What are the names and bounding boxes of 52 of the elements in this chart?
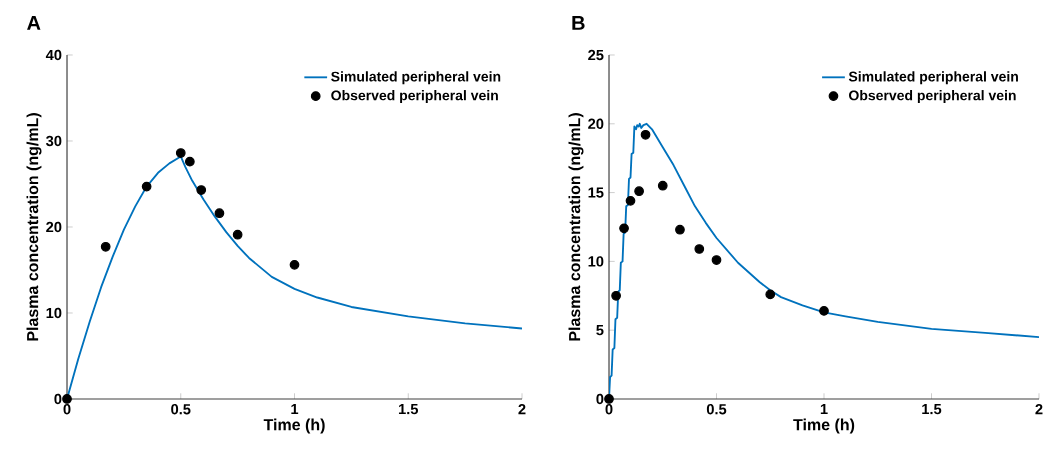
point — [711, 255, 722, 265]
y-tick-label: 30 — [45, 135, 62, 147]
point — [141, 181, 152, 192]
x-tick-label: 1.5 — [922, 404, 942, 415]
y-tick-label: 10 — [46, 307, 62, 319]
y-tick-label: 15 — [588, 187, 604, 198]
point — [625, 195, 636, 206]
point — [675, 224, 685, 235]
x-tick-label: 1.5 — [398, 404, 419, 415]
x-tick-label: 0.5 — [171, 404, 191, 415]
y-tick-label: 0 — [54, 393, 62, 405]
x-tick-label: 1 — [820, 404, 828, 415]
y-tick-label: 5 — [596, 325, 604, 336]
chart-title: A — [27, 16, 41, 30]
point — [604, 394, 614, 404]
x-axis-title: Time (h) — [263, 418, 325, 434]
point — [657, 180, 668, 191]
point — [232, 229, 243, 240]
x-tick-label: 1 — [291, 404, 299, 415]
point — [694, 244, 705, 254]
point — [765, 289, 776, 300]
x-tick-label: 0 — [63, 404, 71, 415]
chart-title: B — [572, 16, 585, 30]
point — [175, 148, 186, 158]
x-tick-label: 0.5 — [706, 404, 727, 415]
x-axis-title: Time (h) — [793, 418, 855, 434]
point — [100, 241, 111, 252]
x-tick-label: 0 — [605, 404, 613, 415]
y-tick-label: 40 — [45, 49, 62, 61]
point — [289, 259, 300, 270]
x-tick-label: 2 — [1035, 404, 1043, 415]
point — [819, 306, 829, 316]
point — [640, 129, 651, 140]
point — [611, 290, 621, 301]
y-tick-label: 10 — [588, 256, 604, 267]
x-tick-label: 2 — [518, 404, 526, 415]
y-tick-label: 20 — [46, 221, 62, 233]
point — [214, 208, 225, 219]
legend-label: Observed peripheral vein — [331, 90, 498, 104]
point — [619, 223, 629, 234]
point — [634, 186, 644, 197]
point — [62, 394, 72, 404]
y-axis-title: Plasma concentration (ng/mL) — [568, 113, 584, 341]
legend-label: Simulated peripheral vein — [848, 71, 1018, 85]
legend-label: Observed peripheral vein — [849, 90, 1016, 104]
y-tick-label: 25 — [588, 49, 604, 61]
legend-label: Simulated peripheral vein — [331, 71, 501, 85]
point — [184, 156, 195, 167]
point — [196, 185, 207, 195]
y-axis-title: Plasma concentration (ng/mL) — [26, 113, 42, 341]
y-tick-label: 0 — [596, 393, 604, 405]
y-tick-label: 20 — [588, 118, 604, 129]
